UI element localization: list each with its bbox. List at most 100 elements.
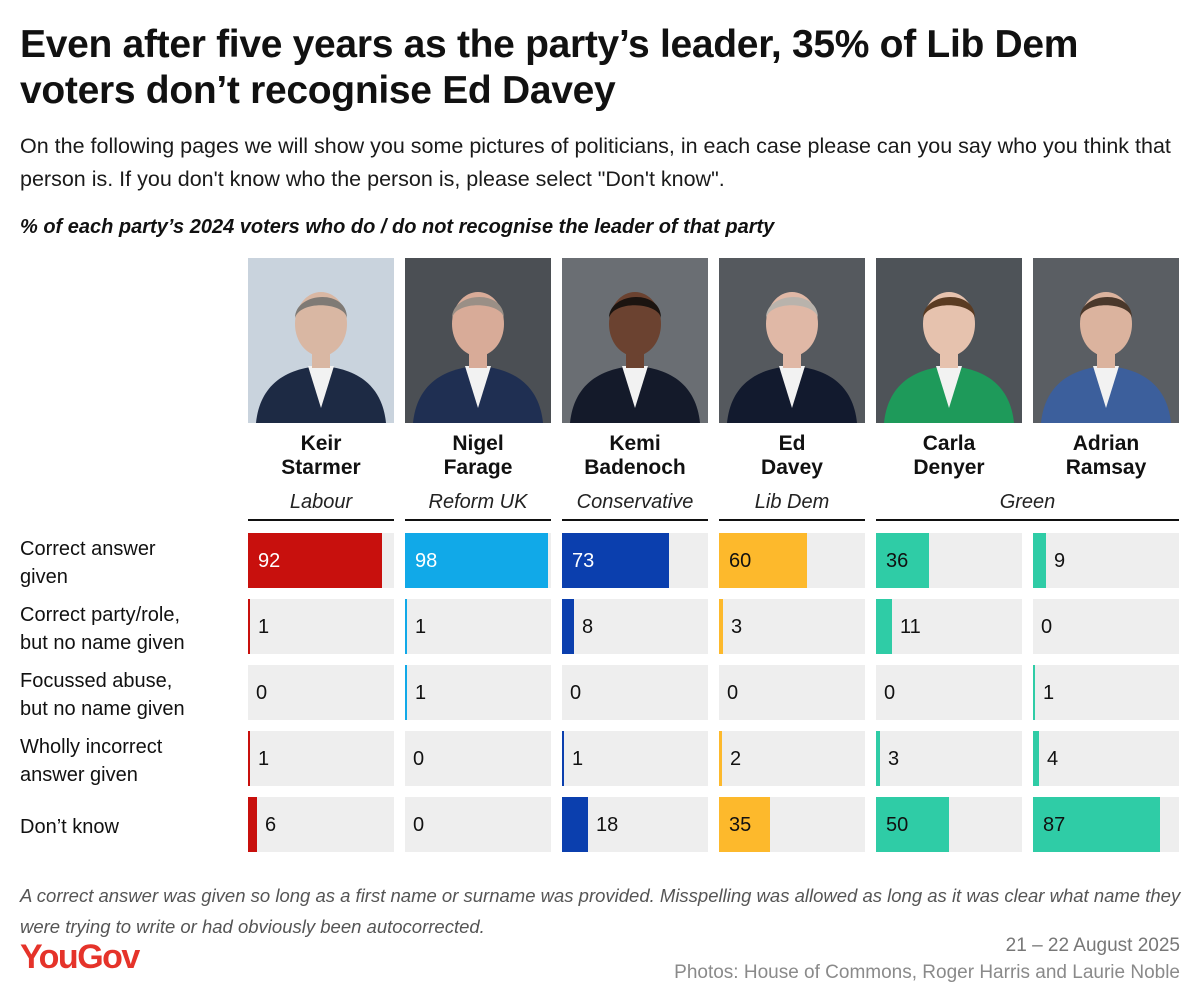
data-label: 3 (731, 616, 743, 638)
data-cell: 0 (876, 665, 1022, 720)
leader-first-name: Keir (300, 432, 342, 455)
data-label: 92 (258, 550, 281, 572)
data-cell: 3 (876, 731, 1022, 786)
data-cell: 0 (562, 665, 708, 720)
data-cell: 1 (562, 731, 708, 786)
data-label: 18 (596, 814, 619, 836)
data-label: 1 (415, 616, 427, 638)
leader-name: Kemi Badenoch (562, 432, 708, 480)
data-bar (405, 533, 548, 588)
data-label: 35 (729, 814, 752, 836)
data-cell: 11 (876, 599, 1022, 654)
survey-question: On the following pages we will show you … (20, 134, 1171, 191)
data-cell: 0 (248, 665, 394, 720)
leader-first-name: Kemi (609, 432, 661, 455)
leader-first-name: Adrian (1072, 432, 1140, 455)
leader-last-name: Davey (761, 456, 823, 479)
data-label: 9 (1054, 550, 1066, 572)
data-cell: 8 (562, 599, 708, 654)
data-bar (719, 599, 723, 654)
data-label: 36 (886, 550, 909, 572)
chart-subtitle: % of each party’s 2024 voters who do / d… (20, 216, 775, 238)
data-cell: 18 (562, 797, 708, 852)
data-cell: 0 (405, 797, 551, 852)
leader-last-name: Badenoch (584, 456, 686, 479)
leader-name: Keir Starmer (248, 432, 394, 480)
party-label: Conservative (576, 491, 694, 513)
data-label: 1 (1043, 682, 1055, 704)
leader-first-name: Ed (778, 432, 806, 455)
data-cell: 1 (405, 665, 551, 720)
data-label: 11 (900, 616, 921, 638)
data-bar (248, 533, 382, 588)
leader-last-name: Farage (443, 456, 513, 479)
data-bar (876, 599, 892, 654)
data-cell: 1 (1033, 665, 1179, 720)
data-label: 60 (729, 550, 752, 572)
data-label: 73 (572, 550, 595, 572)
data-cell: 4 (1033, 731, 1179, 786)
portrait-davey (719, 258, 865, 423)
data-label: 0 (884, 682, 896, 704)
data-label: 8 (582, 616, 594, 638)
leader-name: Carla Denyer (876, 432, 1022, 480)
data-bar (876, 533, 929, 588)
data-bar (562, 533, 669, 588)
data-bar (1033, 533, 1046, 588)
portrait-badenoch (562, 258, 708, 423)
leader-first-name: Nigel (452, 432, 504, 455)
data-bar (562, 797, 588, 852)
data-cell: 2 (719, 731, 865, 786)
data-cell: 73 (562, 533, 708, 588)
data-label: 0 (256, 682, 268, 704)
data-label: 6 (265, 814, 277, 836)
data-cell: 3 (719, 599, 865, 654)
data-label: 0 (570, 682, 582, 704)
data-label: 3 (888, 748, 900, 770)
data-bar (405, 599, 407, 654)
data-cell: 0 (719, 665, 865, 720)
party-rule (876, 519, 1179, 521)
row-label: Correct party/role, but no name given (20, 604, 185, 654)
data-cell: 50 (876, 797, 1022, 852)
leader-first-name: Carla (922, 432, 976, 455)
row-label: Wholly incorrect answer given (20, 736, 163, 786)
data-bar (719, 731, 722, 786)
data-cell: 87 (1033, 797, 1179, 852)
data-bar (562, 599, 574, 654)
party-rule (562, 519, 708, 521)
data-bar (719, 533, 807, 588)
leader-name: Nigel Farage (405, 432, 551, 480)
data-label: 0 (413, 748, 425, 770)
leader-name: Ed Davey (719, 432, 865, 480)
footnote: A correct answer was given so long as a … (20, 885, 1181, 937)
party-rule (405, 519, 551, 521)
leader-last-name: Starmer (281, 456, 361, 479)
data-cell: 60 (719, 533, 865, 588)
data-cell: 9 (1033, 533, 1179, 588)
data-label: 4 (1047, 748, 1059, 770)
data-bar (876, 797, 949, 852)
data-label: 1 (258, 616, 270, 638)
party-label: Lib Dem (754, 491, 830, 513)
data-bar (248, 797, 257, 852)
data-bar (719, 797, 770, 852)
portrait-starmer (248, 258, 394, 423)
data-cell: 1 (248, 599, 394, 654)
data-label: 98 (415, 550, 438, 572)
party-label: Labour (289, 491, 353, 513)
data-bar (562, 731, 564, 786)
data-label: 1 (258, 748, 270, 770)
party-label: Green (999, 491, 1056, 513)
data-cell: 92 (248, 533, 394, 588)
data-label: 2 (730, 748, 742, 770)
data-label: 1 (572, 748, 584, 770)
data-label: 0 (413, 814, 425, 836)
data-label: 50 (886, 814, 909, 836)
data-label: 1 (415, 682, 427, 704)
data-label: 0 (727, 682, 739, 704)
portrait-denyer (876, 258, 1022, 423)
chart-title: Even after five years as the party’s lea… (20, 23, 1079, 112)
data-bar (876, 731, 880, 786)
leader-last-name: Ramsay (1065, 456, 1147, 479)
